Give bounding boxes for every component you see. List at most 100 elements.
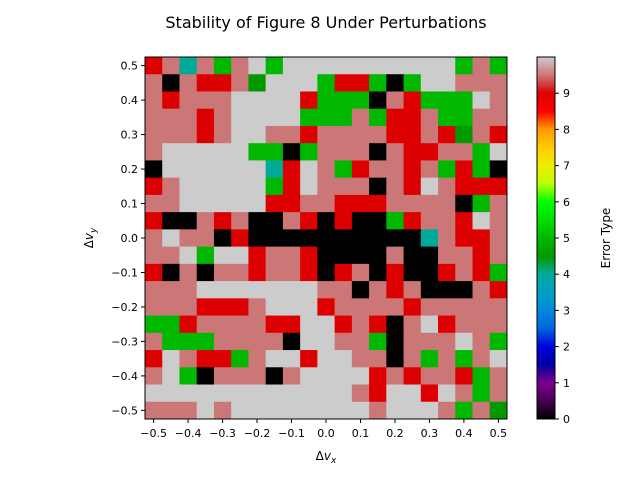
heatmap-cell	[179, 263, 198, 282]
heatmap-cell	[438, 177, 456, 196]
heatmap-cell	[248, 108, 267, 127]
heatmap-cell	[162, 74, 180, 92]
heatmap-cell	[369, 315, 387, 334]
heatmap-cell	[403, 367, 422, 385]
heatmap-cell	[317, 91, 336, 110]
heatmap-cell	[334, 332, 353, 351]
heatmap-cell	[386, 367, 404, 385]
heatmap-cell	[162, 401, 180, 420]
colorbar-tick-label: 9	[563, 87, 570, 100]
x-tick-label: −0.3	[209, 427, 236, 440]
heatmap-cell	[265, 384, 284, 403]
heatmap-cell	[213, 160, 232, 179]
heatmap-cell	[145, 401, 163, 420]
heatmap-cell	[489, 143, 508, 161]
heatmap-cell	[282, 212, 301, 230]
heatmap-cell	[145, 143, 163, 161]
heatmap-cell	[162, 229, 180, 248]
heatmap-cell	[455, 125, 473, 144]
heatmap-cell	[213, 367, 232, 385]
heatmap-cell	[317, 212, 336, 230]
heatmap-cell	[369, 91, 387, 110]
heatmap-cell	[231, 384, 249, 403]
heatmap-cell	[472, 315, 491, 334]
heatmap-cell	[162, 350, 180, 368]
heatmap-cell	[179, 108, 198, 127]
heatmap-cell	[420, 57, 439, 75]
heatmap-cell	[438, 57, 456, 75]
heatmap-cell	[455, 194, 473, 213]
heatmap-cell	[420, 160, 439, 179]
heatmap-cell	[196, 281, 215, 299]
heatmap-cell	[282, 401, 301, 420]
heatmap-cell	[145, 108, 163, 127]
heatmap-cell	[351, 212, 370, 230]
heatmap-cell	[455, 246, 473, 265]
heatmap-cell	[403, 315, 422, 334]
heatmap-cell	[196, 332, 215, 351]
heatmap-cell	[420, 143, 439, 161]
heatmap-cell	[455, 332, 473, 351]
y-tick-label: 0.0	[121, 232, 139, 245]
heatmap-cell	[145, 350, 163, 368]
heatmap-cell	[438, 298, 456, 316]
heatmap-cell	[248, 281, 267, 299]
heatmap-cell	[162, 143, 180, 161]
heatmap-cell	[248, 315, 267, 334]
heatmap-cell	[282, 125, 301, 144]
heatmap-cell	[386, 74, 404, 92]
heatmap-cell	[282, 315, 301, 334]
heatmap-cell	[282, 367, 301, 385]
heatmap-cell	[145, 298, 163, 316]
heatmap-cell	[265, 143, 284, 161]
heatmap-cell	[179, 401, 198, 420]
heatmap-cell	[438, 194, 456, 213]
heatmap-cell	[317, 298, 336, 316]
heatmap-cell	[386, 160, 404, 179]
heatmap-cell	[248, 263, 267, 282]
x-tick-label: 0.4	[455, 427, 473, 440]
heatmap-cell	[351, 160, 370, 179]
heatmap-cell	[386, 281, 404, 299]
heatmap-cell	[386, 125, 404, 144]
y-tick-label: −0.3	[111, 335, 138, 348]
colorbar-label: Error Type	[599, 208, 613, 269]
heatmap-cell	[265, 57, 284, 75]
heatmap-cell	[196, 298, 215, 316]
heatmap-cell	[386, 143, 404, 161]
heatmap-cell	[317, 229, 336, 248]
heatmap-cell	[403, 350, 422, 368]
chart-title: Stability of Figure 8 Under Perturbation…	[165, 13, 486, 32]
heatmap-cell	[403, 74, 422, 92]
heatmap-cell	[265, 332, 284, 351]
heatmap-cell	[231, 57, 249, 75]
x-tick-label: −0.5	[140, 427, 167, 440]
heatmap-cell	[420, 125, 439, 144]
heatmap-cell	[282, 332, 301, 351]
colorbar-tick-label: 8	[563, 123, 570, 136]
y-tick-label: −0.1	[111, 266, 138, 279]
heatmap-cell	[489, 91, 508, 110]
heatmap-cell	[386, 298, 404, 316]
heatmap-cell	[317, 194, 336, 213]
heatmap-cell	[317, 384, 336, 403]
heatmap-cell	[196, 212, 215, 230]
heatmap-cell	[196, 177, 215, 196]
colorbar-tick-label: 1	[563, 377, 570, 390]
heatmap-cell	[369, 177, 387, 196]
heatmap-cell	[248, 384, 267, 403]
heatmap-cell	[282, 177, 301, 196]
heatmap-cell	[179, 57, 198, 75]
heatmap-cell	[455, 212, 473, 230]
heatmap-cell	[265, 177, 284, 196]
heatmap-cell	[282, 160, 301, 179]
x-tick-label: 0.5	[490, 427, 508, 440]
heatmap-cell	[300, 263, 318, 282]
y-tick-label: 0.3	[121, 129, 139, 142]
heatmap-cell	[472, 57, 491, 75]
heatmap-cell	[300, 125, 318, 144]
heatmap-cell	[265, 367, 284, 385]
heatmap-cell	[334, 246, 353, 265]
heatmap-cell	[145, 212, 163, 230]
heatmap-cell	[248, 160, 267, 179]
